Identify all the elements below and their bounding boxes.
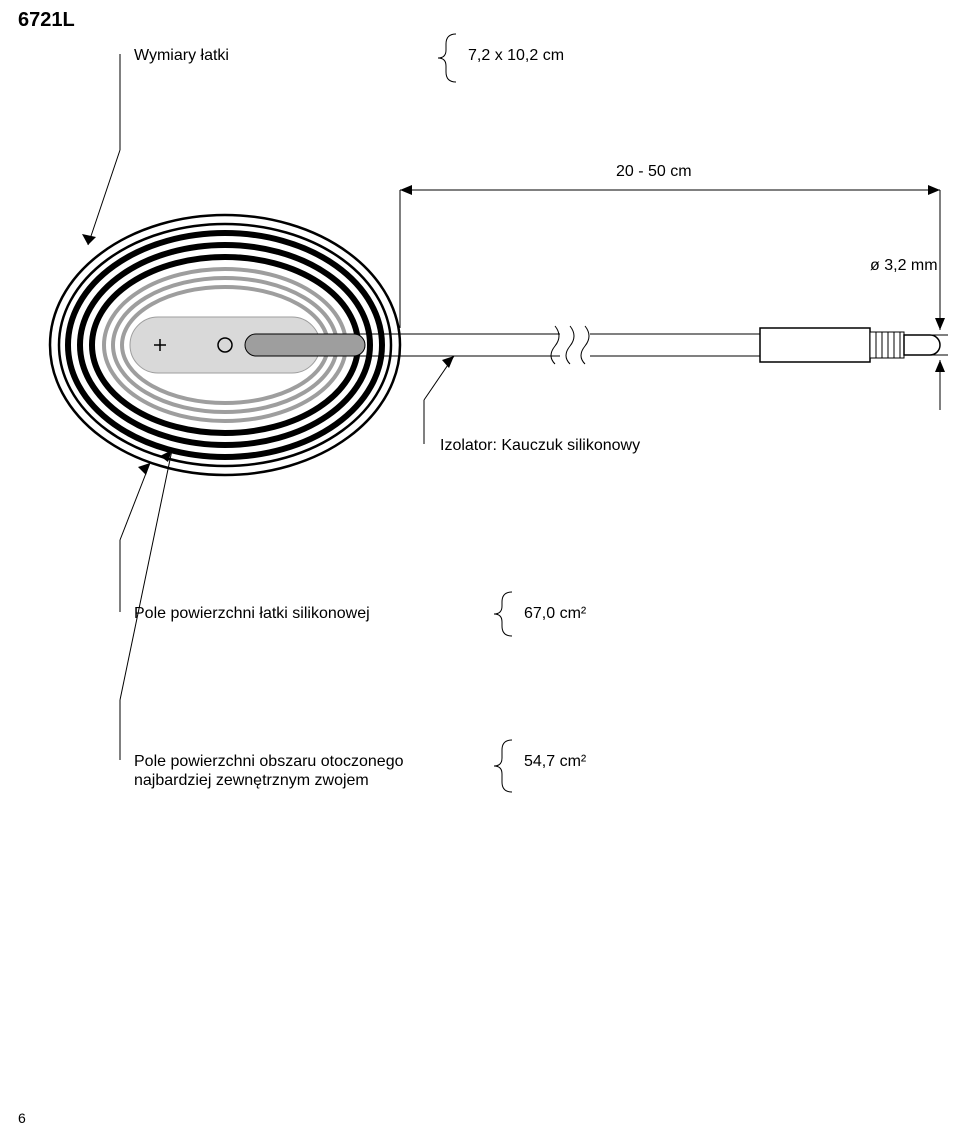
- coil-area-leader: [120, 450, 172, 760]
- diagram-svg: [0, 0, 960, 1141]
- insulator-leader: [424, 356, 454, 444]
- patch-dim-brace: [438, 34, 456, 82]
- patch-dim-leader: [82, 54, 120, 245]
- patch-area-brace: [494, 592, 512, 636]
- cable-length-dim: [400, 185, 940, 330]
- coil-area-brace: [494, 740, 512, 792]
- patch-area-leader: [120, 463, 150, 612]
